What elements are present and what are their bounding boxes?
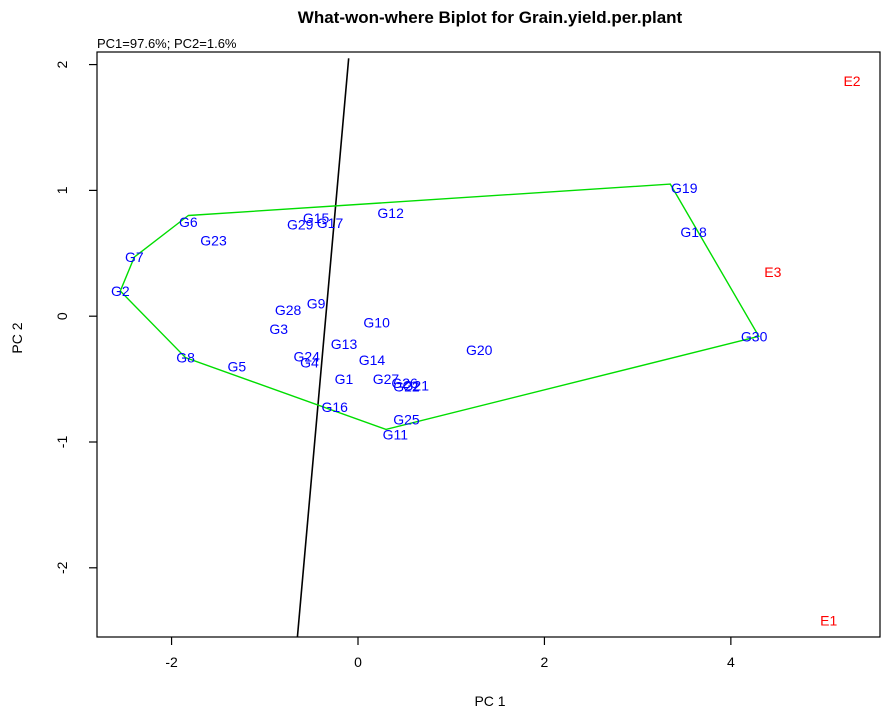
genotype-label: G25 xyxy=(393,411,420,427)
genotype-label: G18 xyxy=(680,224,707,240)
genotype-label: G19 xyxy=(671,180,698,196)
genotype-label: G15 xyxy=(303,210,330,226)
genotype-label: G4 xyxy=(300,355,319,371)
genotype-label: G7 xyxy=(125,249,144,265)
genotype-label: G3 xyxy=(269,321,288,337)
chart-subtitle: PC1=97.6%; PC2=1.6% xyxy=(97,36,237,51)
y-axis-label: PC 2 xyxy=(9,322,25,353)
x-tick-label: -2 xyxy=(165,654,178,670)
y-tick-label: 2 xyxy=(54,60,70,68)
plot-area: -2 0 2 4 -2 -1 0 1 2 G1 G2 G3 G4 G5 G6 G7 G8 G9 G10 G11 G12 G… xyxy=(54,51,881,670)
environment-label: E1 xyxy=(820,613,837,629)
convex-hull-polygon xyxy=(119,183,760,431)
genotype-label: G13 xyxy=(331,336,358,352)
y-tick-label: -2 xyxy=(54,561,70,574)
environment-label: E2 xyxy=(843,73,860,89)
x-tick-label: 2 xyxy=(541,654,549,670)
genotype-label: G29 xyxy=(287,216,314,232)
genotype-label: G16 xyxy=(321,399,348,415)
genotype-label: G1 xyxy=(335,371,354,387)
genotype-label: G21 xyxy=(403,377,430,393)
x-tick-label: 4 xyxy=(727,654,735,670)
plot-frame xyxy=(96,51,881,638)
genotype-label: G22 xyxy=(393,379,420,395)
genotype-label: G10 xyxy=(363,314,390,330)
y-tick-label: 1 xyxy=(54,186,70,194)
genotype-label: G28 xyxy=(275,302,302,318)
genotype-label: G5 xyxy=(227,359,246,375)
sector-line xyxy=(296,58,350,638)
genotype-label: G20 xyxy=(466,342,493,358)
y-tick-label: 0 xyxy=(54,312,70,320)
genotype-label: G17 xyxy=(317,215,344,231)
genotype-label: G2 xyxy=(111,283,130,299)
chart-title: What-won-where Biplot for Grain.yield.pe… xyxy=(298,8,683,27)
genotype-label: G6 xyxy=(179,214,198,230)
genotype-label: G26 xyxy=(391,375,418,391)
genotype-label: G27 xyxy=(373,371,400,387)
x-tick-label: 0 xyxy=(354,654,362,670)
genotype-label: G24 xyxy=(293,348,320,364)
y-tick-label: -1 xyxy=(54,436,70,449)
genotype-label: G23 xyxy=(200,233,227,249)
genotype-label: G14 xyxy=(359,352,386,368)
genotype-label: G30 xyxy=(741,328,768,344)
genotype-label: G9 xyxy=(307,296,326,312)
genotype-label: G12 xyxy=(377,205,404,221)
x-axis-label: PC 1 xyxy=(474,693,505,709)
genotype-label: G11 xyxy=(383,426,409,442)
environment-label: E3 xyxy=(764,264,781,280)
genotype-label: G8 xyxy=(176,350,195,366)
